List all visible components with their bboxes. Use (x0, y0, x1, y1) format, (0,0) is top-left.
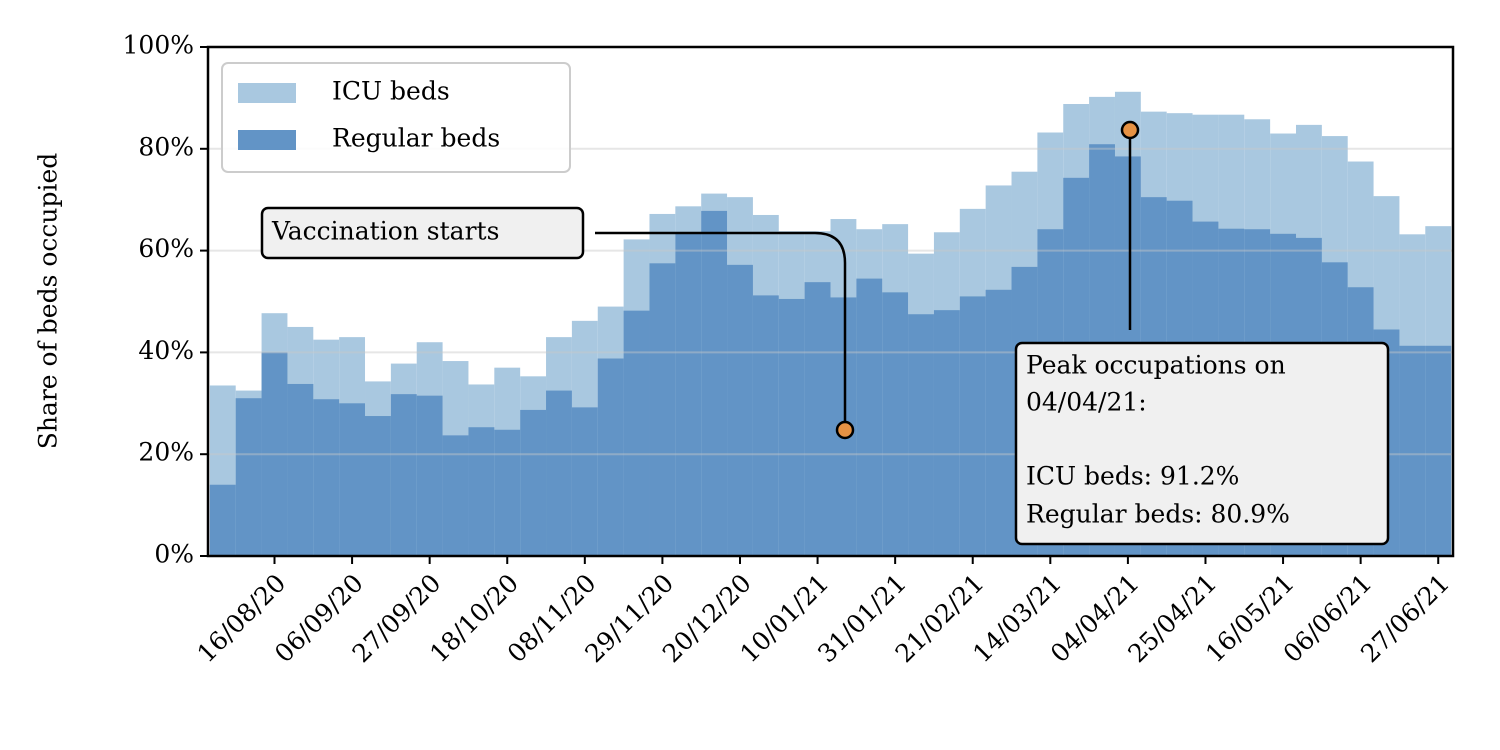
bar (520, 409, 547, 556)
annotation-text: Peak occupations on (1026, 351, 1286, 380)
bar (856, 278, 883, 556)
annotation-box (1014, 341, 1390, 546)
legend-swatch (238, 83, 296, 103)
annotation-point (835, 420, 855, 440)
plot-frame (206, 45, 1455, 558)
y-tick-label: 20% (138, 438, 194, 467)
bar (649, 263, 676, 556)
annotation-text: Regular beds: 80.9% (1026, 500, 1290, 529)
bar (235, 398, 262, 556)
bar (571, 407, 598, 556)
bar (985, 289, 1012, 556)
annotation-text: 04/04/21: (1026, 388, 1147, 417)
bar (804, 282, 831, 556)
y-tick-label: 0% (154, 540, 194, 569)
bar (597, 358, 624, 556)
bar (675, 232, 702, 556)
bar (261, 352, 288, 556)
bar (752, 295, 779, 556)
bar (494, 429, 521, 556)
annotation-point (1120, 120, 1140, 140)
bar (908, 314, 934, 556)
legend-swatch (238, 130, 296, 150)
y-tick-label: 80% (138, 132, 194, 161)
bar (727, 264, 753, 556)
y-tick-label: 100% (123, 31, 194, 60)
bar (1425, 345, 1452, 556)
legend-label: ICU beds (332, 77, 450, 106)
bar (546, 390, 572, 556)
bar (623, 310, 650, 556)
bar (468, 427, 495, 556)
legend: ICU beds Regular beds (221, 62, 571, 173)
bar (390, 394, 417, 556)
annotation: Peak occupations on 04/04/21: ICU beds: … (1014, 120, 1390, 546)
annotation-text: Vaccination starts (271, 217, 499, 246)
bar (959, 296, 986, 556)
y-tick-label: 60% (138, 234, 194, 263)
bar (1399, 345, 1426, 556)
y-axis-label: Share of beds occupied (34, 153, 63, 450)
annotation-box (260, 206, 585, 260)
legend-box (221, 62, 571, 173)
annotation-connector (595, 231, 847, 430)
bar (416, 395, 443, 556)
bar (933, 310, 960, 556)
bar (313, 399, 340, 556)
annotation: Vaccination starts (260, 206, 855, 440)
y-tick-label: 40% (138, 336, 194, 365)
bar (701, 210, 728, 556)
bar (778, 298, 805, 556)
annotation-text: ICU beds: 91.2% (1026, 462, 1239, 491)
legend-label: Regular beds (332, 124, 500, 153)
bar (882, 292, 909, 556)
bar (287, 383, 314, 556)
bar (339, 403, 366, 556)
bar (209, 484, 236, 556)
bar (442, 435, 469, 556)
bar (365, 416, 391, 556)
